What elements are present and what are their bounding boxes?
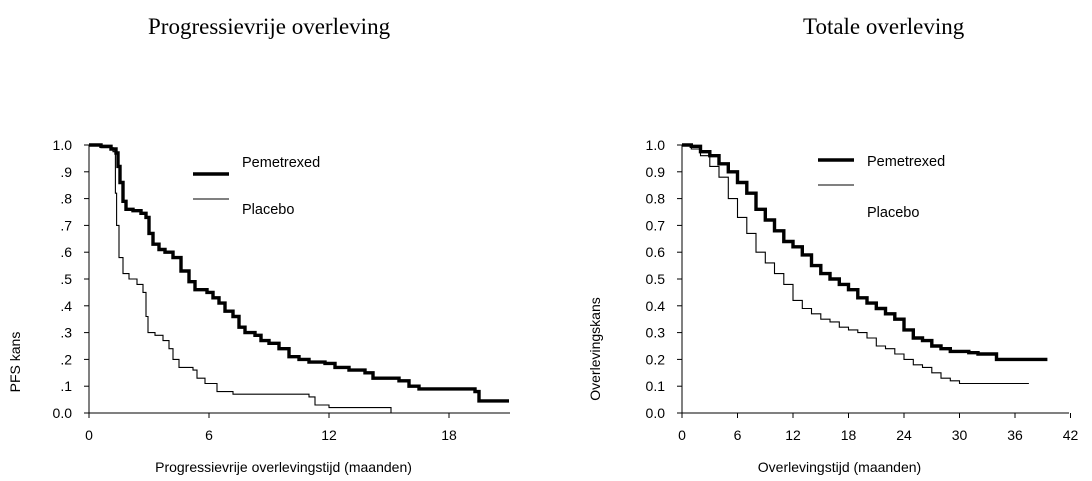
legend-label-placebo: Placebo [867, 205, 919, 221]
x-tick-label: 42 [1063, 427, 1079, 443]
y-tick-label: 0.7 [646, 217, 666, 233]
legend-label-placebo: Placebo [242, 202, 294, 218]
series-line-placebo [89, 144, 392, 413]
y-tick-label: .6 [60, 244, 72, 260]
y-tick-label: 0.9 [646, 164, 666, 180]
x-tick-label: 12 [321, 427, 337, 443]
y-axis-label: Overlevingskans [587, 297, 603, 401]
y-tick-label: 1.0 [646, 137, 666, 153]
legend-label-pemetrexed: Pemetrexed [242, 155, 320, 171]
y-tick-label: 0.1 [646, 378, 666, 394]
x-tick-label: 30 [952, 427, 968, 443]
y-tick-label: .1 [60, 378, 72, 394]
x-tick-label: 36 [1007, 427, 1023, 443]
y-tick-label: 1.0 [53, 137, 73, 153]
x-axis-label: Overlevingstijd (maanden) [758, 459, 921, 475]
y-tick-label: 0.5 [646, 271, 666, 287]
chart-right: 0.0 0.1 0.2 0.3 0.4 0.5 0.6 0.7 0.8 0.9 1.0 0 6 12 18 2… [587, 137, 1078, 475]
y-tick-label: .2 [60, 351, 72, 367]
y-tick-label: 0.2 [646, 351, 666, 367]
y-tick-label: 0.8 [646, 191, 666, 207]
chart-title-left: Progressievrije overleving [148, 14, 391, 39]
y-tick-label: 0.3 [646, 325, 666, 341]
series-line-pemetrexed [682, 143, 1048, 362]
y-tick-label: .8 [60, 191, 72, 207]
x-tick-label: 18 [841, 427, 857, 443]
x-tick-label: 6 [734, 427, 742, 443]
y-tick-label: .3 [60, 325, 72, 341]
y-tick-label: 0.0 [53, 405, 73, 421]
chart-title-right: Totale overleving [803, 14, 965, 39]
x-axis-label: Progressievrije overlevingstijd (maanden… [155, 459, 412, 475]
series-line-pemetrexed [89, 143, 509, 403]
x-tick-label: 24 [896, 427, 912, 443]
x-tick-label: 0 [678, 427, 686, 443]
y-tick-label: 0.0 [646, 405, 666, 421]
y-tick-label: 0.4 [646, 298, 666, 314]
x-tick-label: 12 [785, 427, 801, 443]
legend-label-pemetrexed: Pemetrexed [867, 154, 945, 170]
y-tick-label: .5 [60, 271, 72, 287]
y-tick-label: .9 [60, 164, 72, 180]
y-tick-label: .4 [60, 298, 72, 314]
x-tick-label: 6 [205, 427, 213, 443]
y-tick-label: .7 [60, 217, 72, 233]
series-line-placebo [682, 144, 1029, 385]
y-tick-label: 0.6 [646, 244, 666, 260]
x-tick-label: 18 [441, 427, 457, 443]
y-axis-label: PFS kans [7, 332, 23, 393]
x-tick-label: 0 [85, 427, 93, 443]
chart-left: 0.0 .1 .2 .3 .4 .5 .6 .7 .8 .9 1.0 0 6 12 18 Progressie… [7, 137, 510, 475]
